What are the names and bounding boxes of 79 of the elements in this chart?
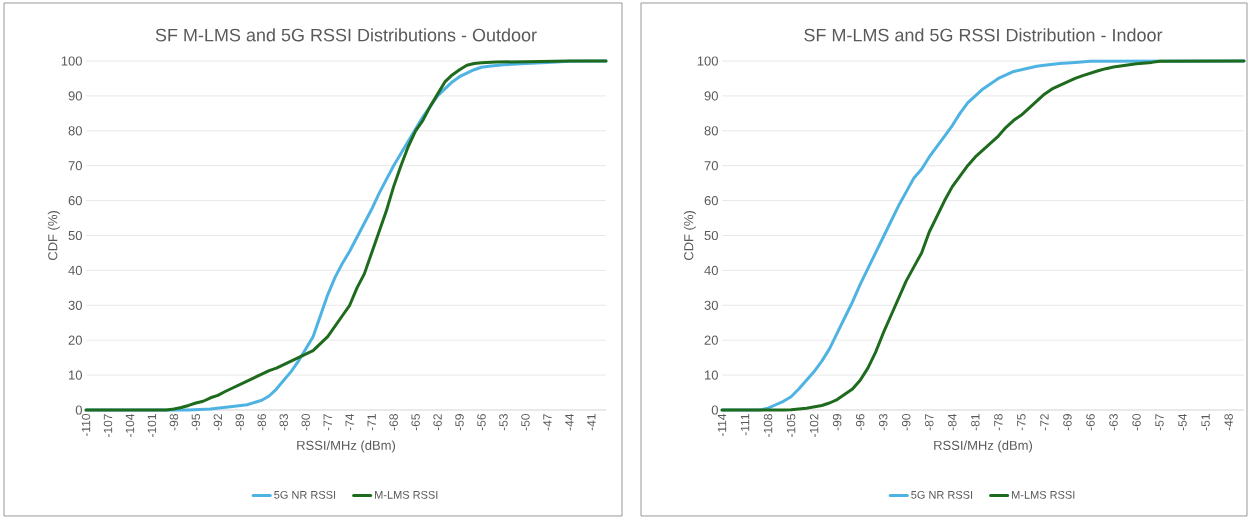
y-tick-label: 70 (704, 161, 718, 171)
x-tick-label: -69 (1063, 414, 1072, 431)
x-tick-label: -74 (345, 413, 354, 431)
x-tick-label: -44 (565, 413, 574, 431)
x-tick-label: -107 (103, 414, 113, 437)
x-tick-label: -81 (971, 414, 980, 431)
x-tick-label: -96 (855, 414, 865, 431)
x-tick-label: -80 (301, 413, 310, 431)
x-tick-label: -65 (411, 414, 420, 431)
x-tick-label: -101 (147, 414, 157, 437)
y-tick-label: 40 (704, 265, 718, 275)
x-tick-label: -114 (717, 413, 727, 437)
y-tick-label: 90 (704, 91, 718, 101)
y-tick-label: 100 (61, 56, 82, 66)
x-tick-label: -108 (763, 414, 773, 437)
x-tick-label: -84 (948, 413, 957, 431)
y-tick-label: 60 (704, 195, 718, 206)
x-tick-label: -95 (191, 414, 201, 431)
x-tick-label: -89 (235, 414, 245, 431)
y-tick-label: 90 (68, 91, 82, 101)
legend-label: M-LMS RSSI (375, 490, 438, 499)
y-tick-label: 60 (68, 195, 82, 206)
y-tick-label: 0 (75, 405, 82, 415)
y-tick-label: 30 (68, 300, 82, 310)
x-tick-label: -92 (213, 414, 223, 431)
x-tick-label: -68 (389, 414, 398, 431)
x-tick-label: -105 (786, 414, 796, 437)
x-tick-label: -48 (1224, 414, 1233, 431)
y-axis-title: CDF (%) (683, 211, 696, 261)
y-tick-label: 70 (68, 161, 82, 171)
x-tick-label: -78 (994, 414, 1003, 431)
x-tick-label: -110 (81, 413, 91, 437)
x-tick-label: -47 (543, 414, 552, 431)
chart-title: SF M-LMS and 5G RSSI Distributions - Outdoor (155, 28, 537, 42)
y-tick-label: 50 (68, 230, 82, 241)
x-tick-label: -104 (125, 413, 135, 437)
x-tick-label: -111 (740, 414, 750, 436)
x-tick-label: -59 (455, 414, 464, 431)
x-axis-title: RSSI/MHz (dBm) (934, 440, 1033, 453)
x-tick-label: -41 (587, 414, 596, 431)
x-tick-label: -86 (257, 414, 267, 431)
x-tick-label: -60 (1132, 413, 1141, 431)
y-tick-label: 50 (704, 230, 718, 241)
x-tick-label: -50 (521, 413, 530, 431)
chart-title: SF M-LMS and 5G RSSI Distribution - Indoor (804, 28, 1163, 42)
x-tick-label: -56 (477, 414, 486, 431)
x-tick-label: -83 (279, 414, 288, 431)
x-tick-label: -51 (1201, 414, 1210, 431)
x-tick-label: -93 (878, 414, 888, 431)
x-tick-label: -62 (433, 414, 442, 431)
x-tick-label: -77 (323, 414, 332, 431)
y-tick-label: 40 (68, 265, 82, 275)
x-tick-label: -98 (169, 414, 179, 431)
x-axis-title: RSSI/MHz (dBm) (297, 440, 396, 453)
x-tick-label: -87 (925, 414, 934, 431)
x-tick-label: -66 (1086, 414, 1095, 431)
x-tick-label: -75 (1017, 414, 1026, 431)
x-tick-label: -71 (367, 414, 376, 431)
x-tick-label: -102 (809, 414, 819, 437)
y-tick-label: 0 (711, 405, 718, 415)
x-tick-label: -72 (1040, 414, 1049, 431)
y-tick-label: 10 (705, 370, 718, 380)
y-tick-label: 100 (697, 56, 718, 66)
x-tick-label: -63 (1109, 414, 1118, 431)
legend-label: 5G NR RSSI (911, 490, 973, 499)
legend-label: 5G NR RSSI (274, 490, 336, 499)
x-tick-label: -57 (1155, 414, 1164, 431)
y-tick-label: 30 (704, 300, 718, 310)
y-tick-label: 20 (704, 335, 718, 345)
x-tick-label: -54 (1178, 413, 1187, 431)
x-tick-label: -99 (832, 414, 842, 431)
x-tick-label: -53 (499, 414, 508, 431)
y-tick-label: 80 (704, 126, 718, 136)
y-tick-label: 80 (68, 126, 82, 136)
y-tick-label: 20 (68, 335, 82, 345)
y-axis-title: CDF (%) (47, 211, 60, 261)
legend-label: M-LMS RSSI (1012, 490, 1075, 499)
x-tick-label: -90 (901, 413, 911, 431)
y-tick-label: 10 (69, 370, 82, 380)
